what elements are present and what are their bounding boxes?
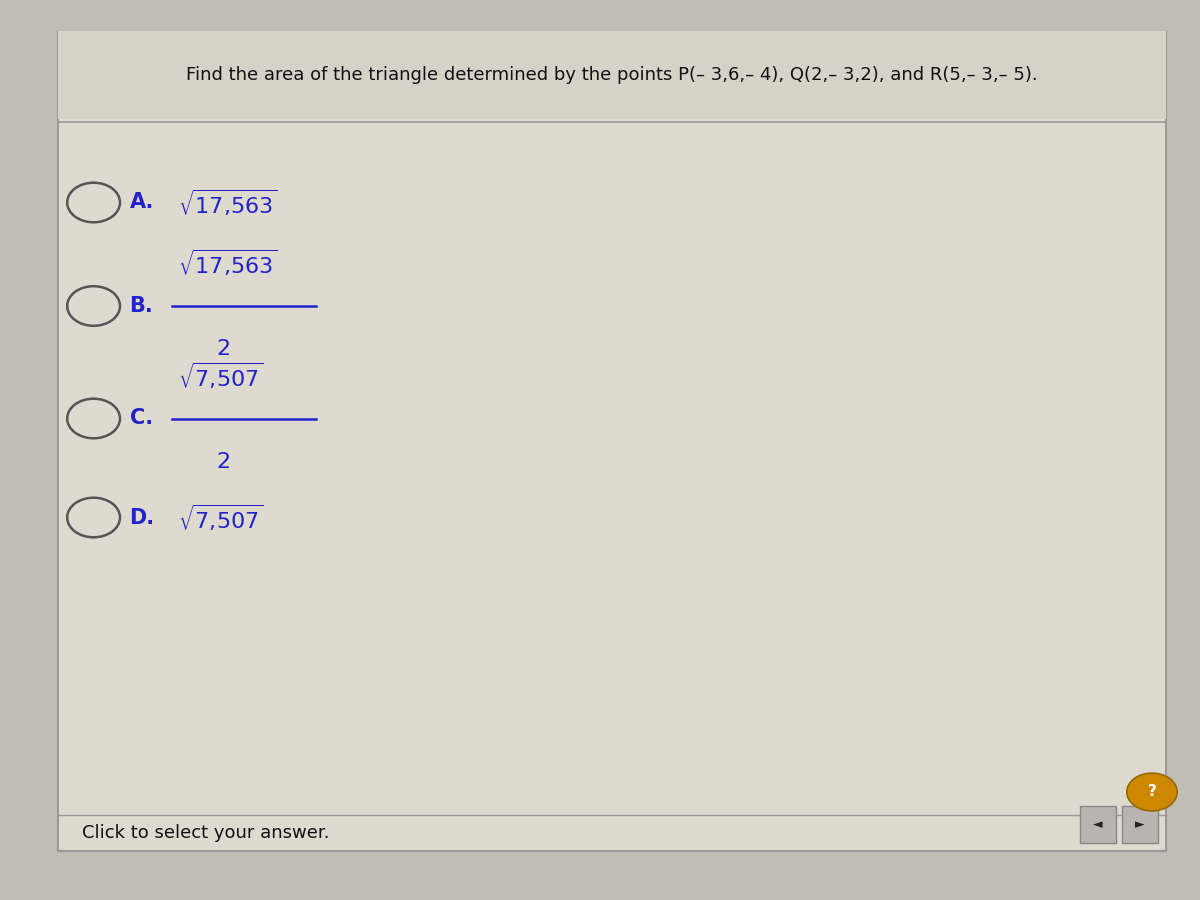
Text: D.: D. (130, 508, 155, 527)
Text: $\sqrt{17{,}563}$: $\sqrt{17{,}563}$ (178, 248, 277, 278)
Text: ◄: ◄ (1093, 818, 1103, 831)
Circle shape (1127, 773, 1177, 811)
Text: $\sqrt{17{,}563}$: $\sqrt{17{,}563}$ (178, 187, 277, 218)
Bar (1080, 806, 1116, 843)
Text: Click to select your answer.: Click to select your answer. (82, 824, 329, 842)
Text: ?: ? (1147, 785, 1157, 799)
Text: B.: B. (130, 296, 154, 316)
Text: Find the area of the triangle determined by the points P(– 3,6,– 4), Q(2,– 3,2),: Find the area of the triangle determined… (186, 67, 1038, 85)
Text: $2$: $2$ (216, 452, 230, 472)
Text: $2$: $2$ (216, 339, 230, 359)
Text: ►: ► (1135, 818, 1145, 831)
Text: $\sqrt{7{,}507}$: $\sqrt{7{,}507}$ (178, 502, 263, 533)
Text: $\sqrt{7{,}507}$: $\sqrt{7{,}507}$ (178, 360, 263, 391)
Bar (58, 32, 1166, 119)
Text: A.: A. (130, 193, 154, 212)
Bar (1122, 806, 1158, 843)
Text: C.: C. (130, 409, 152, 428)
FancyBboxPatch shape (58, 32, 1166, 850)
